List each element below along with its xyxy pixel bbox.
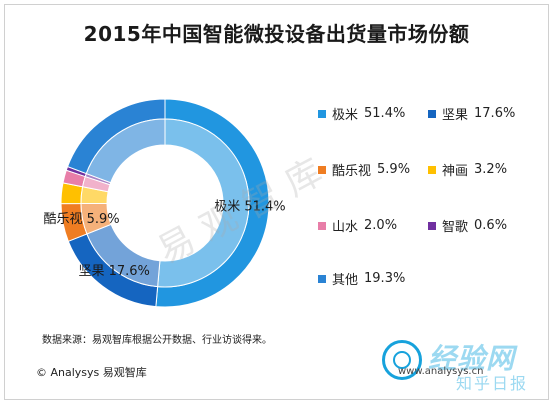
legend-item-其他: 其他 19.3% (318, 269, 405, 288)
slice-inner-其他 (85, 118, 166, 184)
legend-swatch-坚果 (428, 109, 436, 118)
legend-swatch-山水 (318, 221, 326, 230)
legend-label-智歌: 智歌 (442, 220, 469, 235)
legend-label-酷乐视: 酷乐视 (332, 164, 372, 179)
legend-value-酷乐视: 5.9% (377, 162, 411, 177)
legend-label-山水: 山水 (332, 220, 359, 235)
legend-label-神画: 神画 (442, 164, 469, 179)
legend-value-其他: 19.3% (364, 271, 406, 286)
legend-value-山水: 2.0% (364, 218, 398, 233)
legend-label-坚果: 坚果 (442, 108, 469, 123)
legend-label-其他: 其他 (332, 273, 359, 288)
badge-text: 经验网 (428, 342, 516, 375)
legend-value-神画: 3.2% (474, 162, 508, 177)
legend-item-坚果: 坚果 17.6% (428, 104, 515, 123)
brand-copyright: © Analysys 易观智库 (36, 366, 147, 379)
slice-label-酷乐视: 酷乐视 5.9% (43, 212, 119, 227)
legend-item-智歌: 智歌 0.6% (428, 216, 507, 235)
slice-label-坚果: 坚果 17.6% (78, 264, 149, 279)
website-url: www.analysys.cn (398, 366, 484, 377)
legend-label-极米: 极米 (332, 108, 359, 123)
legend-value-坚果: 17.6% (474, 106, 516, 121)
legend-swatch-酷乐视 (318, 165, 326, 174)
legend-item-神画: 神画 3.2% (428, 160, 507, 179)
legend-swatch-神画 (428, 165, 436, 174)
legend-swatch-智歌 (428, 221, 436, 230)
chart-legend: 极米 51.4% 坚果 17.6% 酷乐视 5.9% 神画 3.2% 山水 2.0% 智歌 0.6% 其… (318, 104, 543, 294)
legend-item-山水: 山水 2.0% (318, 216, 397, 235)
legend-item-酷乐视: 酷乐视 5.9% (318, 160, 410, 179)
badge-subtext: 知乎日报 (456, 374, 529, 393)
chart-title: 2015年中国智能微投设备出货量市场份额 (83, 22, 470, 46)
legend-value-极米: 51.4% (364, 106, 406, 121)
slice-inner-极米 (157, 118, 250, 288)
slice-label-极米: 极米 51.4% (214, 200, 285, 215)
legend-value-智歌: 0.6% (474, 218, 508, 233)
data-source-note: 数据来源：易观智库根据公开数据、行业访谈得来。 (42, 335, 272, 346)
badge-logo-icon (382, 340, 422, 380)
legend-swatch-其他 (318, 274, 326, 283)
badge-logo-inner-icon (393, 351, 411, 369)
legend-item-极米: 极米 51.4% (318, 104, 405, 123)
legend-swatch-极米 (318, 109, 326, 118)
